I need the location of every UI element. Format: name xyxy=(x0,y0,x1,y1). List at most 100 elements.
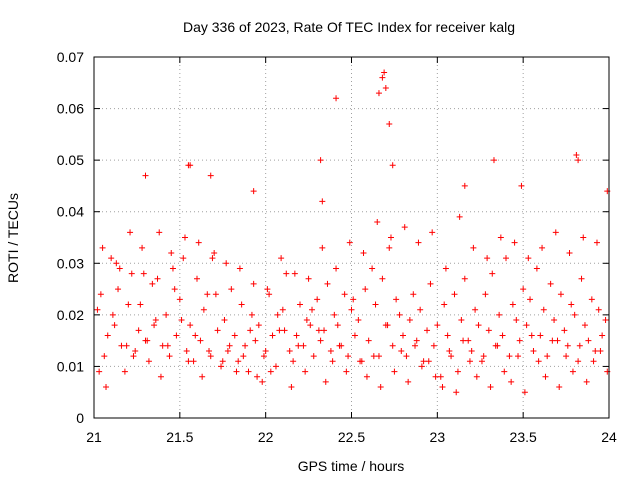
data-point xyxy=(199,373,206,380)
y-tick-label: 0.02 xyxy=(57,307,84,323)
data-point xyxy=(393,296,400,303)
data-point xyxy=(226,342,233,349)
data-point xyxy=(521,389,528,396)
data-point xyxy=(252,337,259,344)
data-point xyxy=(128,270,135,277)
data-point xyxy=(192,332,199,339)
data-point xyxy=(592,347,599,354)
data-point xyxy=(333,265,340,272)
data-point xyxy=(283,270,290,277)
data-point xyxy=(590,358,597,365)
data-point xyxy=(290,358,297,365)
data-point xyxy=(540,306,547,313)
data-point xyxy=(595,306,602,313)
data-point xyxy=(427,280,434,287)
data-point xyxy=(341,291,348,298)
data-point xyxy=(415,239,422,246)
data-point xyxy=(389,342,396,349)
data-point xyxy=(197,337,204,344)
data-point xyxy=(194,275,200,282)
data-point xyxy=(384,322,391,329)
data-point xyxy=(319,244,326,251)
data-point xyxy=(357,358,364,365)
data-point xyxy=(240,353,247,360)
data-point xyxy=(187,322,194,329)
data-point xyxy=(360,249,367,256)
x-tick-label: 21 xyxy=(86,429,102,445)
data-point xyxy=(300,342,307,349)
data-point xyxy=(101,353,108,360)
data-point xyxy=(302,368,309,375)
data-point xyxy=(250,188,257,195)
data-point xyxy=(223,260,230,267)
data-point xyxy=(214,327,221,334)
data-point xyxy=(207,353,214,360)
data-point xyxy=(453,389,460,396)
x-axis-label: GPS time / hours xyxy=(298,458,405,474)
data-point xyxy=(448,353,455,360)
x-tick-label: 22.5 xyxy=(338,429,365,445)
data-point xyxy=(274,311,281,318)
data-point xyxy=(563,353,570,360)
data-point xyxy=(374,219,381,226)
data-point xyxy=(152,317,159,324)
data-point xyxy=(211,249,218,256)
data-point xyxy=(588,296,595,303)
data-point xyxy=(348,306,355,313)
data-point xyxy=(248,311,255,318)
data-point xyxy=(468,347,475,354)
data-point xyxy=(309,306,316,313)
data-point xyxy=(465,337,472,344)
data-point xyxy=(180,255,187,262)
y-tick-label: 0.05 xyxy=(57,152,84,168)
data-point xyxy=(206,347,213,354)
data-point xyxy=(322,378,329,385)
data-point xyxy=(403,353,410,360)
data-point xyxy=(286,347,293,354)
data-point xyxy=(444,332,451,339)
data-point xyxy=(564,342,571,349)
data-point xyxy=(551,317,558,324)
data-point xyxy=(130,353,137,360)
data-point xyxy=(389,162,396,169)
data-point xyxy=(365,337,372,344)
data-point xyxy=(554,337,561,344)
data-point xyxy=(400,332,406,339)
data-point xyxy=(489,270,496,277)
data-point xyxy=(458,317,465,324)
data-point xyxy=(111,322,118,329)
data-point xyxy=(307,322,314,329)
data-point xyxy=(350,296,357,303)
data-point xyxy=(132,347,139,354)
data-point xyxy=(297,301,303,308)
data-point xyxy=(343,368,350,375)
data-point xyxy=(278,255,285,262)
data-point xyxy=(293,332,300,339)
data-point xyxy=(108,255,115,262)
data-point xyxy=(266,291,273,298)
data-point xyxy=(242,342,249,349)
data-point xyxy=(235,358,242,365)
data-point xyxy=(319,198,326,205)
data-point xyxy=(425,358,432,365)
data-point xyxy=(200,306,207,313)
data-point xyxy=(259,378,266,385)
data-point xyxy=(145,358,152,365)
data-point xyxy=(317,157,324,164)
data-point xyxy=(509,301,516,308)
data-point xyxy=(183,347,190,354)
data-point xyxy=(118,342,125,349)
data-point xyxy=(490,157,497,164)
data-point xyxy=(544,353,551,360)
data-point xyxy=(451,291,458,298)
data-point xyxy=(387,234,394,241)
data-point xyxy=(370,353,377,360)
data-point xyxy=(121,368,128,375)
data-point xyxy=(264,286,271,293)
data-point xyxy=(151,322,158,329)
data-point xyxy=(104,332,111,339)
data-point xyxy=(434,322,441,329)
data-point xyxy=(166,353,173,360)
data-point xyxy=(314,296,321,303)
data-point xyxy=(224,347,231,354)
